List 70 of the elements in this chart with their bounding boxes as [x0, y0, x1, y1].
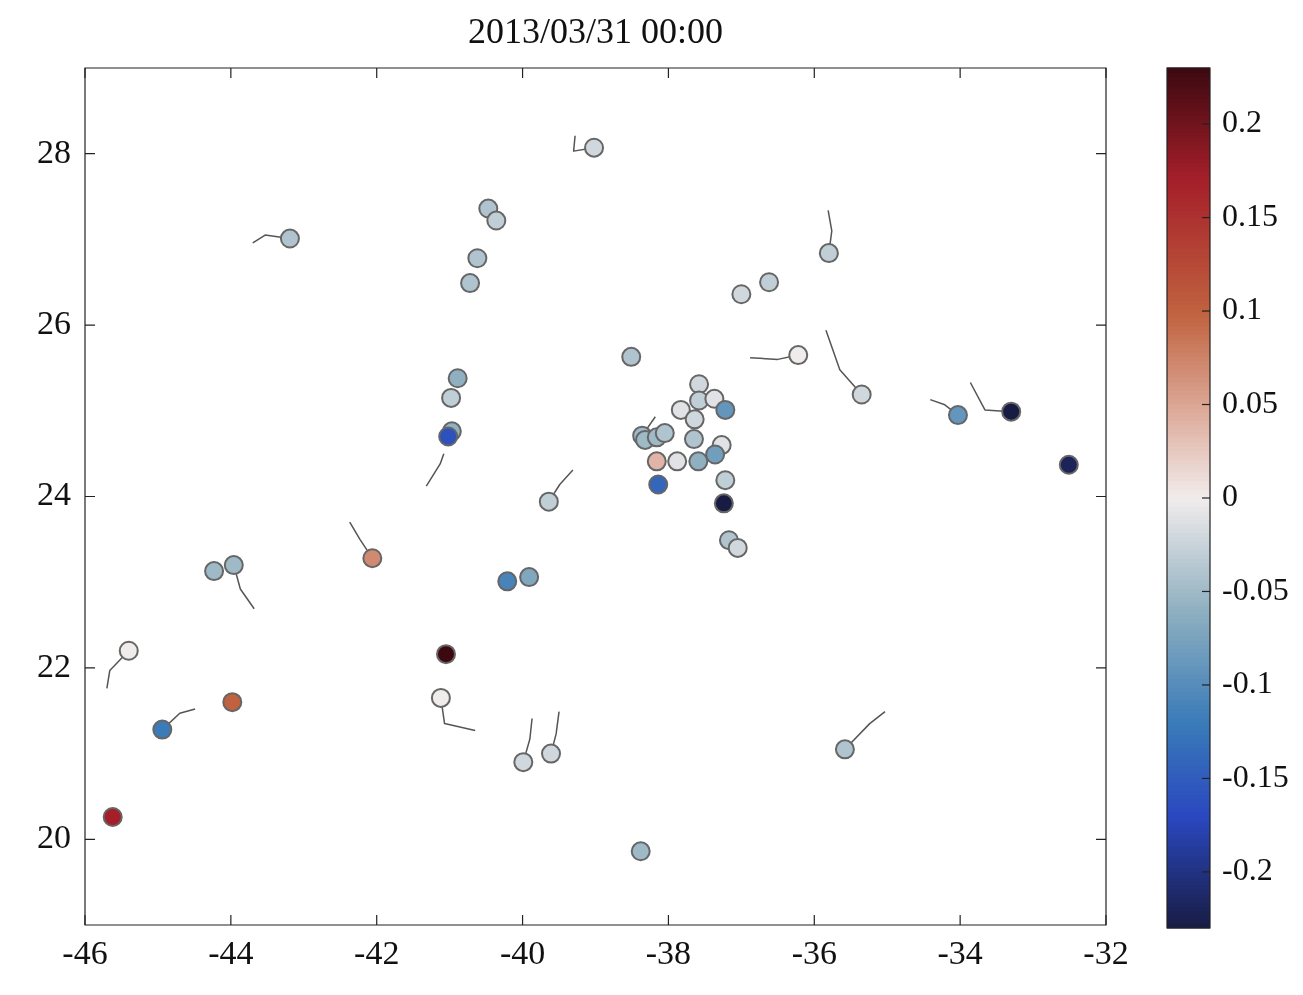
point — [759, 272, 780, 293]
point — [118, 640, 139, 661]
x-tick-label: -38 — [645, 934, 692, 972]
y-tick-label: 26 — [37, 304, 71, 342]
point — [834, 739, 855, 760]
point — [630, 841, 651, 862]
point — [152, 719, 173, 740]
x-tick-label: -34 — [937, 934, 983, 972]
color-bar-label: 0.15 — [1222, 196, 1278, 233]
point — [683, 429, 704, 450]
x-tick-label: -44 — [208, 934, 254, 972]
point — [1058, 454, 1079, 475]
point — [705, 444, 726, 465]
point — [436, 644, 456, 665]
point — [460, 273, 481, 294]
point — [1001, 401, 1022, 422]
point — [667, 451, 688, 472]
point — [102, 807, 123, 828]
point — [648, 474, 669, 495]
point — [818, 243, 839, 264]
point — [715, 470, 736, 491]
point — [788, 345, 809, 366]
y-tick-label: 22 — [37, 646, 71, 684]
point — [689, 374, 710, 395]
point — [430, 687, 451, 708]
point — [727, 537, 748, 558]
point — [646, 451, 667, 472]
point — [851, 384, 872, 405]
point — [684, 409, 705, 430]
color-bar-label: -0.05 — [1222, 570, 1289, 607]
point — [538, 491, 559, 512]
point — [486, 210, 507, 231]
color-bar-label: -0.2 — [1222, 851, 1273, 888]
point — [621, 346, 642, 367]
x-tick-label: -36 — [791, 934, 837, 972]
point — [204, 561, 225, 582]
point — [947, 405, 968, 426]
point — [279, 228, 300, 249]
point — [438, 426, 459, 447]
color-bar-label: 0.2 — [1222, 103, 1262, 140]
color-bar-label: 0 — [1222, 477, 1238, 514]
point — [654, 423, 675, 444]
point — [223, 555, 244, 576]
color-bar-label: 0.05 — [1222, 383, 1278, 420]
color-bar-label: -0.15 — [1222, 757, 1289, 794]
point — [222, 692, 243, 713]
point — [541, 743, 562, 764]
point — [467, 248, 488, 269]
y-tick-label: 20 — [37, 818, 71, 856]
point — [713, 493, 734, 514]
point — [688, 451, 709, 472]
point — [497, 571, 518, 592]
chart-title: 2013/03/31 00:00 — [467, 11, 724, 52]
color-bar-label: 0.1 — [1222, 290, 1262, 327]
point — [670, 399, 691, 420]
point — [731, 284, 752, 305]
color-bar-label: -0.1 — [1222, 664, 1273, 701]
point — [513, 752, 534, 773]
y-tick-label: 24 — [37, 475, 71, 513]
point — [362, 548, 383, 569]
point — [441, 387, 462, 408]
point — [519, 567, 540, 588]
x-tick-label: -42 — [354, 934, 400, 972]
point — [447, 368, 468, 389]
point — [715, 399, 736, 420]
x-tick-label: -32 — [1083, 934, 1129, 972]
x-tick-label: -46 — [62, 934, 108, 972]
y-tick-label: 28 — [37, 132, 71, 170]
point — [584, 137, 605, 158]
x-tick-label: -40 — [499, 934, 546, 972]
